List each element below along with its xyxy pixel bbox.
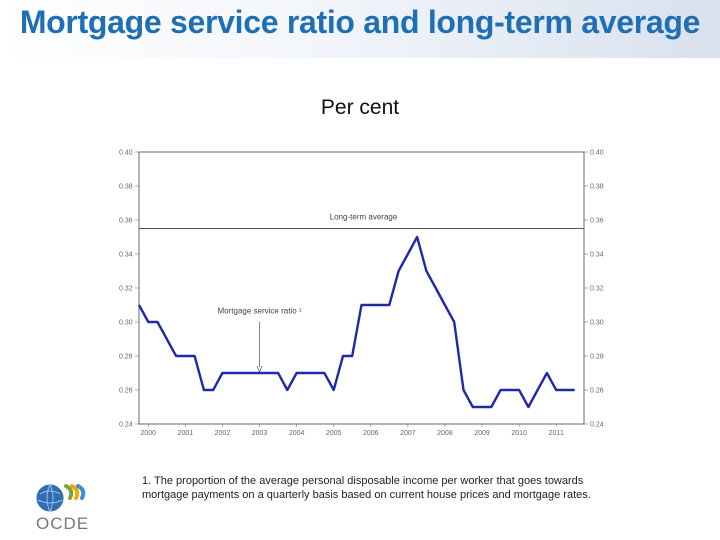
annotation-group: Mortgage service ratio ¹ — [218, 307, 302, 373]
y-tick-label: 0.40 — [119, 150, 133, 157]
y-tick-label-right: 0.36 — [590, 218, 604, 225]
y-tick-label-right: 0.38 — [590, 184, 604, 191]
y-axis-labels: 0.40 0.38 0.36 0.34 0.32 0.30 0.28 0.26 0.24 — [119, 150, 133, 429]
x-tick-label: 2002 — [215, 430, 231, 437]
y-tick-label: 0.30 — [119, 320, 133, 327]
y-tick-label-right: 0.32 — [590, 286, 604, 293]
series-group — [137, 235, 575, 409]
y-tick-label-right: 0.26 — [590, 388, 604, 395]
reference-line-group: Long-term average — [139, 213, 584, 229]
x-tick-label: 2006 — [363, 430, 379, 437]
y-tick-label: 0.28 — [119, 354, 133, 361]
plot-frame — [138, 151, 585, 425]
footnote: 1. The proportion of the average persona… — [142, 475, 591, 501]
x-tick-label: 2005 — [326, 430, 342, 437]
series-line-mortgage-service-ratio — [137, 235, 575, 409]
x-tick-label: 2010 — [511, 430, 527, 437]
x-tick-label: 2004 — [289, 430, 305, 437]
gridlines — [135, 151, 588, 427]
y-tick-label: 0.34 — [119, 252, 133, 259]
x-tick-label: 2001 — [178, 430, 194, 437]
long-term-average-label: Long-term average — [330, 213, 398, 222]
y-tick-label-right: 0.30 — [590, 320, 604, 327]
logo-text: OCDE — [36, 514, 90, 533]
chart-subtitle: Per cent — [0, 96, 720, 120]
x-tick-label: 2008 — [437, 430, 453, 437]
x-tick-label: 2007 — [400, 430, 416, 437]
y-tick-label: 0.38 — [119, 184, 133, 191]
oecd-logo-icon — [35, 483, 86, 513]
slide-title: Mortgage service ratio and long-term ave… — [19, 4, 701, 40]
y-tick-label: 0.26 — [119, 388, 133, 395]
y-axis-labels-right: 0.40 0.38 0.36 0.34 0.32 0.30 0.28 0.26 0.24 — [590, 150, 604, 429]
x-tick-label: 2011 — [549, 430, 564, 437]
x-tick-label: 2003 — [252, 430, 268, 437]
y-tick-label-right: 0.28 — [590, 354, 604, 361]
mortgage-service-ratio-label: Mortgage service ratio ¹ — [218, 307, 302, 316]
y-tick-label-right: 0.24 — [590, 422, 604, 429]
chart-subtitle-text: Per cent — [320, 96, 400, 119]
annotation-arrow-head — [256, 365, 263, 373]
x-tick-label: 2000 — [140, 430, 156, 437]
y-tick-label: 0.36 — [119, 218, 133, 225]
y-tick-label-right: 0.40 — [590, 150, 604, 157]
title-band — [0, 0, 720, 58]
x-axis-labels: 2000 2001 2002 2003 2004 2005 2006 2007 2008 2009… — [140, 430, 563, 437]
y-tick-label-right: 0.34 — [590, 252, 604, 259]
x-tick-label: 2009 — [474, 430, 490, 437]
y-tick-label: 0.24 — [119, 422, 133, 429]
y-tick-label: 0.32 — [119, 286, 133, 293]
